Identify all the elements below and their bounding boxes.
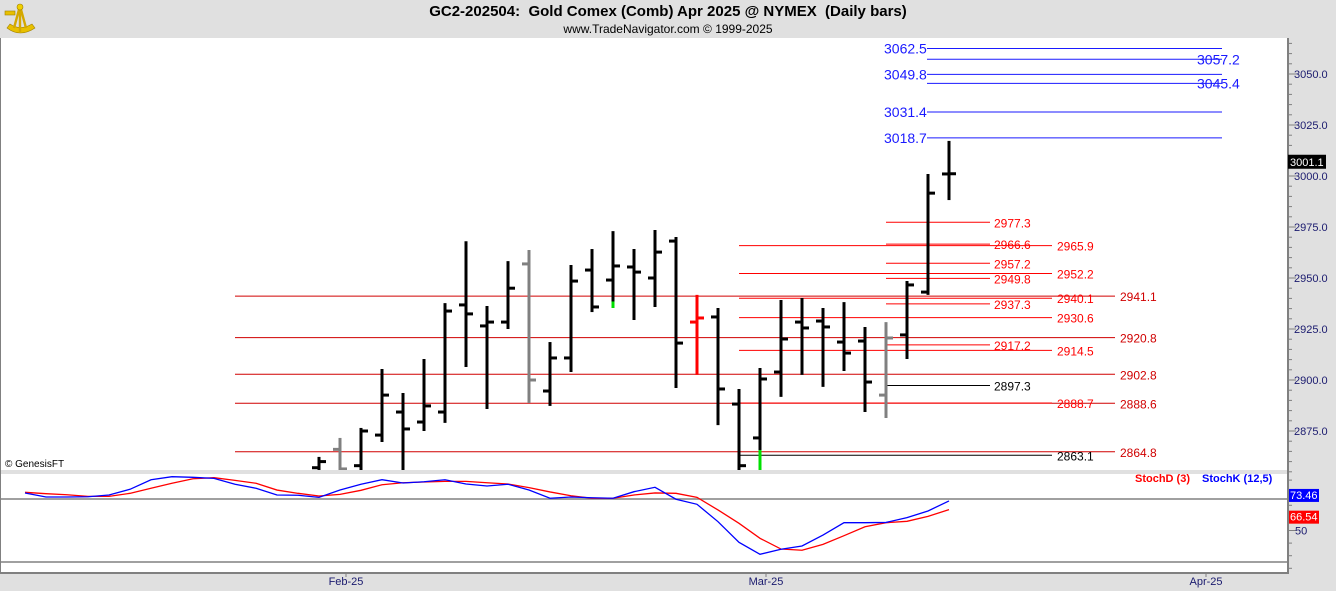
- level-label: 3031.4: [884, 104, 927, 120]
- price-bar: [900, 281, 914, 359]
- y-tick-label: 2975.0: [1294, 222, 1328, 234]
- level-label: 2957.2: [994, 257, 1031, 271]
- price-bar: [921, 173, 935, 295]
- price-bar: [333, 437, 347, 470]
- price-bar: [585, 249, 599, 313]
- stoch-panel: [1, 474, 1288, 572]
- date-axis: Feb-25 Mar-25 Apr-25: [329, 573, 1223, 588]
- price-bar: [795, 297, 809, 375]
- price-bar: [312, 456, 326, 470]
- level-label: 2888.7: [1057, 397, 1094, 411]
- chart-title: GC2-202504: Gold Comex (Comb) Apr 2025 @…: [429, 3, 907, 20]
- x-tick-label: Apr-25: [1189, 576, 1222, 588]
- y-tick-label: 2875.0: [1294, 426, 1328, 438]
- price-bar: [690, 294, 704, 375]
- price-bar: [396, 393, 410, 470]
- last-price-label: 3001.1: [1290, 157, 1324, 169]
- y-tick-label: 3025.0: [1294, 120, 1328, 132]
- price-bar: [543, 342, 557, 406]
- bars-layer: [312, 140, 956, 470]
- price-bar: [648, 230, 662, 307]
- price-bar: [438, 303, 452, 423]
- y-tick-label: 2925.0: [1294, 324, 1328, 336]
- legend-stochd: StochD (3): [1135, 473, 1190, 485]
- price-bar: [627, 249, 641, 321]
- level-label: 3049.8: [884, 66, 927, 82]
- copyright-label: © GenesisFT: [5, 459, 64, 470]
- stochk-value-box: [1289, 488, 1319, 502]
- stoch-axis: 50 73.46 66.54: [1288, 479, 1319, 569]
- y-tick-label: 3050.0: [1294, 69, 1328, 81]
- price-bar: [375, 368, 389, 443]
- price-bar: [417, 358, 431, 431]
- chart-subtitle: www.TradeNavigator.com © 1999-2025: [563, 22, 773, 36]
- price-bar: [732, 388, 746, 470]
- price-bar: [606, 231, 620, 308]
- level-label: 3045.4: [1197, 75, 1240, 91]
- level-label: 3062.5: [884, 41, 927, 57]
- stochk-line: [24, 476, 950, 556]
- legend-stochk: StochK (12,5): [1202, 473, 1273, 485]
- price-bar: [480, 305, 494, 409]
- y-tick-label: 2950.0: [1294, 273, 1328, 285]
- level-label: 2864.8: [1120, 446, 1157, 460]
- stoch-layer: [1, 476, 1288, 563]
- stochd-value: 66.54: [1290, 512, 1318, 524]
- stochd-value-box: [1289, 510, 1319, 524]
- level-label: 3018.7: [884, 130, 927, 146]
- x-tick-label: Feb-25: [329, 576, 364, 588]
- price-bar: [753, 367, 767, 470]
- last-price-box: [1288, 154, 1326, 169]
- level-label: 2965.9: [1057, 240, 1094, 254]
- price-bar: [459, 241, 473, 367]
- y-tick-label: 2900.0: [1294, 375, 1328, 387]
- level-label: 2917.2: [994, 339, 1031, 353]
- level-label: 2930.6: [1057, 312, 1094, 326]
- y-tick-label: 3000.0: [1294, 171, 1328, 183]
- level-label: 2902.8: [1120, 368, 1157, 382]
- price-bar: [816, 307, 830, 387]
- level-label: 2941.1: [1120, 290, 1157, 304]
- stochd-line: [24, 477, 950, 551]
- x-tick-label: Mar-25: [749, 576, 784, 588]
- level-label: 2920.8: [1120, 332, 1157, 346]
- level-label: 2897.3: [994, 380, 1031, 394]
- level-label: 2949.8: [994, 272, 1031, 286]
- price-bar: [942, 140, 956, 201]
- level-label: 2952.2: [1057, 268, 1094, 282]
- level-label: 2940.1: [1057, 292, 1094, 306]
- level-label: 2888.6: [1120, 397, 1157, 411]
- level-label: 2863.1: [1057, 449, 1094, 463]
- stochk-value: 73.46: [1290, 490, 1318, 502]
- price-bar: [522, 250, 536, 404]
- price-bar: [879, 322, 893, 418]
- price-bar: [711, 307, 725, 426]
- level-label: 3057.2: [1197, 51, 1240, 67]
- price-bar: [501, 261, 515, 329]
- price-bar: [669, 236, 683, 388]
- sextant-logo: [4, 3, 36, 34]
- level-label: 2914.5: [1057, 344, 1094, 358]
- price-bar: [354, 427, 368, 470]
- price-bar: [858, 326, 872, 413]
- stoch-tick-label: 50: [1295, 526, 1307, 538]
- price-axis: 3050.0 3025.0 3000.0 2975.0 2950.0 2925.0 2900…: [1288, 42, 1328, 473]
- level-label: 2977.3: [994, 216, 1031, 230]
- level-label: 2937.3: [994, 298, 1031, 312]
- price-bar: [837, 302, 851, 372]
- price-bar: [564, 264, 578, 373]
- price-bar: [774, 300, 788, 397]
- price-panel: [1, 38, 1288, 470]
- level-label: 2966.6: [994, 238, 1031, 252]
